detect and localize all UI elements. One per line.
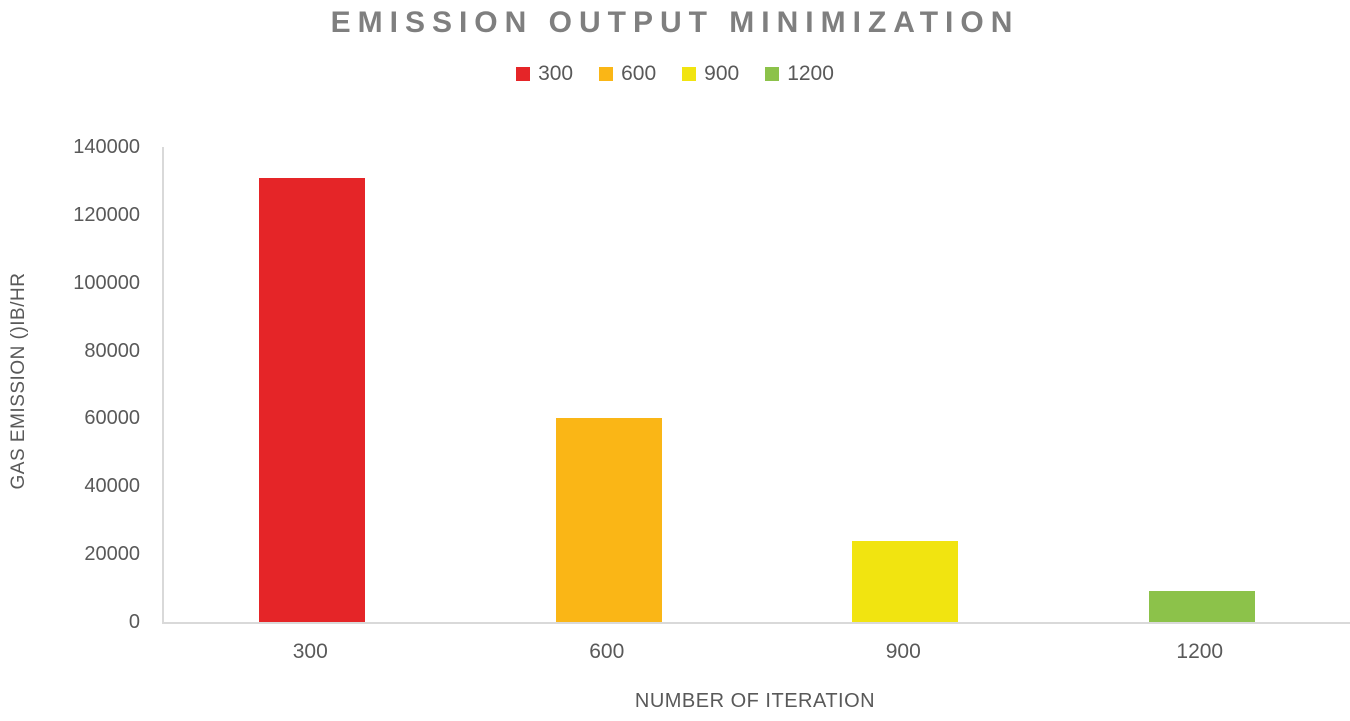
legend-item-300: 300 [516,62,573,86]
legend-label: 600 [621,62,657,85]
legend-label: 900 [704,62,740,85]
legend-swatch-icon [765,67,780,81]
chart-legend: 300 600 900 1200 [0,62,1350,86]
bar-900 [852,540,959,622]
legend-label: 1200 [787,62,834,85]
x-tick-label-600: 600 [589,640,625,663]
legend-item-600: 600 [599,62,656,86]
legend-swatch-icon [516,67,531,81]
y-tick-label-20000: 20000 [84,543,140,566]
x-axis-title: NUMBER OF ITERATION [634,690,876,712]
y-tick-label-60000: 60000 [84,407,140,430]
legend-item-1200: 1200 [765,62,834,86]
legend-label: 300 [538,62,574,85]
x-tick-label-1200: 1200 [1176,640,1224,663]
y-tick-label-80000: 80000 [84,339,140,362]
bar-300 [259,177,366,622]
plot-area [162,147,1350,624]
bar-1200 [1148,591,1255,622]
x-tick-label-300: 300 [292,640,328,663]
legend-swatch-icon [682,67,697,81]
chart-title: EMISSION OUTPUT MINIMIZATION [330,6,1020,39]
legend-item-900: 900 [682,62,739,86]
y-tick-label-100000: 100000 [73,271,140,294]
x-tick-label-900: 900 [885,640,921,663]
y-tick-label-0: 0 [128,611,140,633]
y-tick-label-140000: 140000 [73,136,140,158]
bar-600 [555,418,662,622]
y-tick-label-40000: 40000 [84,475,140,498]
y-tick-label-120000: 120000 [73,203,140,226]
legend-swatch-icon [599,67,614,81]
